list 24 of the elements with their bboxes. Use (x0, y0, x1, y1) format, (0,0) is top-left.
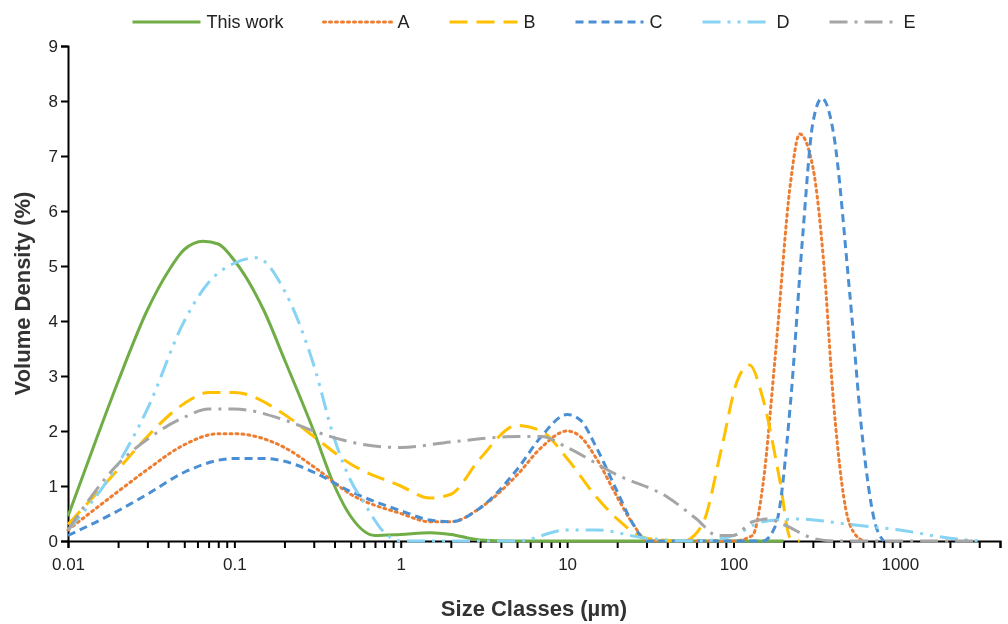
x-tick-label: 1 (396, 554, 406, 574)
y-tick-label: 4 (48, 311, 58, 331)
x-tick-label: 100 (719, 554, 749, 574)
legend-label: C (649, 12, 663, 32)
x-tick-label: 10 (558, 554, 578, 574)
y-tick-label: 8 (48, 91, 58, 111)
y-tick-label: 6 (48, 201, 58, 221)
y-tick-label: 9 (48, 36, 58, 56)
x-tick-label: 0.01 (51, 554, 86, 574)
x-axis-title: Size Classes (µm) (440, 596, 628, 621)
x-tick-label: 1000 (881, 554, 920, 574)
y-tick-label: 5 (48, 256, 58, 276)
y-tick-label: 3 (48, 366, 58, 386)
legend-label: E (903, 12, 916, 32)
y-tick-label: 1 (48, 476, 58, 496)
y-tick-label: 2 (48, 421, 58, 441)
y-tick-label: 0 (48, 531, 58, 551)
x-tick-label: 0.1 (223, 554, 247, 574)
legend-label: This work (206, 12, 285, 32)
y-tick-label: 7 (48, 146, 58, 166)
legend-label: B (523, 12, 536, 32)
legend-label: D (776, 12, 790, 32)
legend-label: A (397, 12, 410, 32)
y-axis-title: Volume Density (%) (10, 191, 35, 396)
